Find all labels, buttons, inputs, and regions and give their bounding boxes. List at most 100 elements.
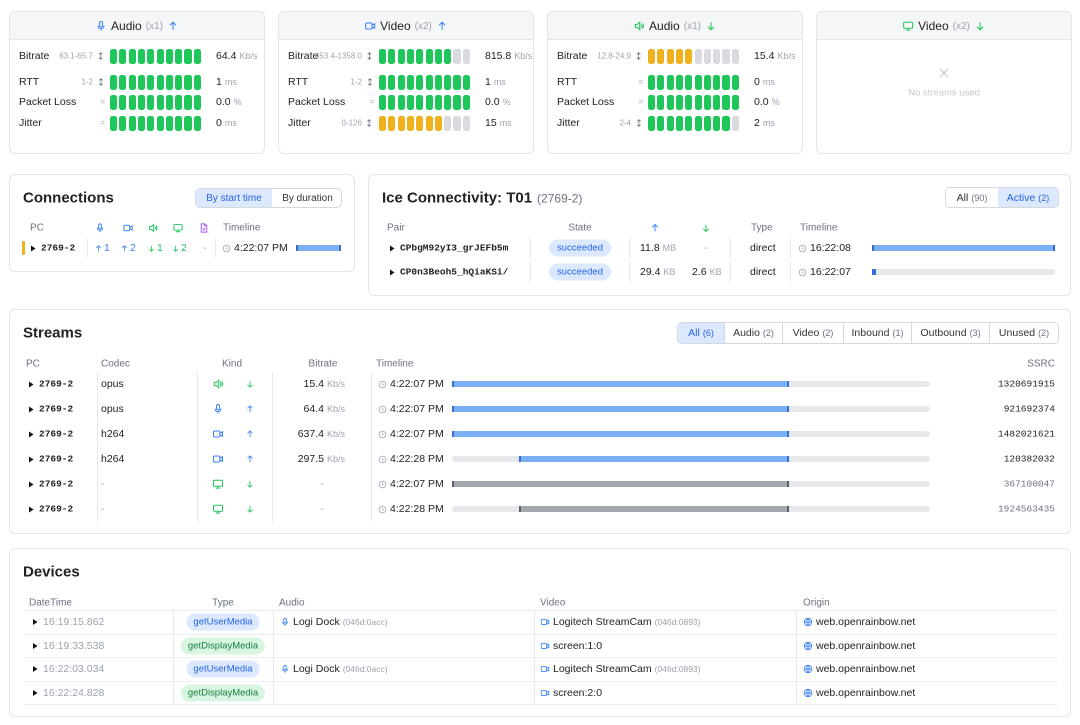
metric-unit: Kb/s xyxy=(239,51,258,61)
meter-segment xyxy=(675,115,684,131)
icon-cam xyxy=(123,224,133,232)
meter-segment xyxy=(434,115,442,131)
metric-range: 63.1-65.7 xyxy=(59,52,105,61)
metric-range-text: = xyxy=(638,97,643,107)
sort-button[interactable]: By duration xyxy=(272,189,343,207)
meter-segment xyxy=(713,74,721,90)
received-value: - xyxy=(704,242,708,254)
divider xyxy=(197,447,198,472)
icon-down xyxy=(148,245,155,252)
meter-segment xyxy=(703,74,711,90)
meter-segment xyxy=(444,115,452,131)
expand-row[interactable]: CPbgM92yI3_grJEFb5m xyxy=(388,243,508,254)
meter-segment xyxy=(444,94,452,110)
bitrate-value: 15.4 xyxy=(303,378,324,390)
icon-monitor xyxy=(903,21,914,31)
tab[interactable]: Video (2) xyxy=(782,323,843,343)
metric-range: = xyxy=(638,98,643,107)
sort-button[interactable]: By start time xyxy=(196,189,272,207)
ssrc: 120382032 xyxy=(1003,453,1055,465)
divider xyxy=(272,397,273,422)
icon-tri xyxy=(33,619,38,625)
meter-segment xyxy=(416,115,424,131)
divider xyxy=(24,704,1058,705)
meter-title-text: Video xyxy=(918,19,949,33)
meter-segment xyxy=(685,115,693,131)
icon-cam xyxy=(540,619,550,625)
meter-segment xyxy=(722,94,730,110)
metric-unit: % xyxy=(233,97,242,107)
bitrate: - xyxy=(320,478,324,490)
device-id: (046d:0893) xyxy=(654,617,701,627)
type-badge: getUserMedia xyxy=(186,660,260,678)
tab[interactable]: Outbound (3) xyxy=(911,323,989,343)
filter-button[interactable]: All (90) xyxy=(946,188,998,207)
expand-row[interactable]: 2769-2 xyxy=(27,404,73,415)
expand-row[interactable]: 2769-2 xyxy=(29,243,75,254)
meter-segment xyxy=(110,74,118,90)
column-header: Kind xyxy=(221,358,243,370)
tab[interactable]: Inbound (1) xyxy=(843,323,911,343)
meter-segment xyxy=(119,94,127,110)
tab[interactable]: All (6) xyxy=(678,323,724,343)
meter-segment xyxy=(694,48,702,64)
origin: web.openrainbow.net xyxy=(803,687,915,699)
expand-row[interactable]: 16:19:15.862 xyxy=(31,616,104,628)
divider xyxy=(371,472,372,497)
divider xyxy=(790,238,791,258)
meter-segment xyxy=(666,115,674,131)
origin: web.openrainbow.net xyxy=(803,663,915,675)
metric-range: 1-2 xyxy=(81,78,105,87)
start-time: 4:22:07 PM xyxy=(378,478,444,490)
metric-value: 2 ms xyxy=(754,117,775,129)
metric-label: Packet Loss xyxy=(557,96,615,108)
meter-segment xyxy=(137,115,146,131)
filter-label: All xyxy=(956,191,969,204)
bitrate-value: 637.4 xyxy=(297,428,324,440)
expand-row[interactable]: CP0n3Beoh5_hQiaKSi/ xyxy=(388,267,508,278)
metric-label: RTT xyxy=(288,76,309,88)
meter-segment xyxy=(128,115,136,131)
filter-button[interactable]: Active (2) xyxy=(998,188,1058,207)
metric-label: Jitter xyxy=(557,117,580,129)
expand-row[interactable]: 16:22:03.034 xyxy=(31,663,104,675)
expand-row[interactable]: 2769-2 xyxy=(27,429,73,440)
tab-label: All xyxy=(688,327,700,339)
time: 16:22:07 xyxy=(798,266,851,278)
divider xyxy=(730,262,731,282)
section-subtitle: (2769-2) xyxy=(537,191,583,205)
icon-wrap xyxy=(212,403,224,415)
tab[interactable]: Unused (2) xyxy=(989,323,1058,343)
meter-title: Audio (x1) xyxy=(95,19,179,33)
expand-row[interactable]: 2769-2 xyxy=(27,379,73,390)
tab[interactable]: Audio (2) xyxy=(724,323,782,343)
metric-range: = xyxy=(369,98,374,107)
icon-monitor xyxy=(212,504,224,514)
meter-segment xyxy=(137,74,146,90)
ssrc: 367100047 xyxy=(1003,478,1055,490)
expand-row[interactable]: 16:22:24.828 xyxy=(31,687,104,699)
timeline-bar xyxy=(452,481,789,487)
meter-segment xyxy=(128,74,136,90)
device-name: Logi Dock xyxy=(293,616,340,628)
timeline-bar xyxy=(519,506,789,512)
meter-segment xyxy=(137,48,146,64)
audio-device: Logi Dock (046d:0acc) xyxy=(280,663,388,675)
expand-row[interactable]: 16:19:33.538 xyxy=(31,640,104,652)
expand-row[interactable]: 2769-2 xyxy=(27,454,73,465)
icon-cam xyxy=(212,455,224,463)
metric-value: 15 ms xyxy=(485,117,512,129)
meter-segment xyxy=(110,115,118,131)
meter-segment xyxy=(685,48,693,64)
icon-tri xyxy=(390,269,395,275)
tab-label: Video xyxy=(792,327,820,339)
expand-row[interactable]: 2769-2 xyxy=(27,479,73,490)
icon-wrap xyxy=(245,379,255,389)
meter-segment xyxy=(397,115,405,131)
expand-row[interactable]: 2769-2 xyxy=(27,504,73,515)
start-time: 4:22:07 PM xyxy=(222,242,288,254)
icon-clock xyxy=(222,244,231,252)
divider xyxy=(97,497,98,522)
time-text: 16:22:08 xyxy=(810,242,851,254)
codec: h264 xyxy=(101,428,125,440)
